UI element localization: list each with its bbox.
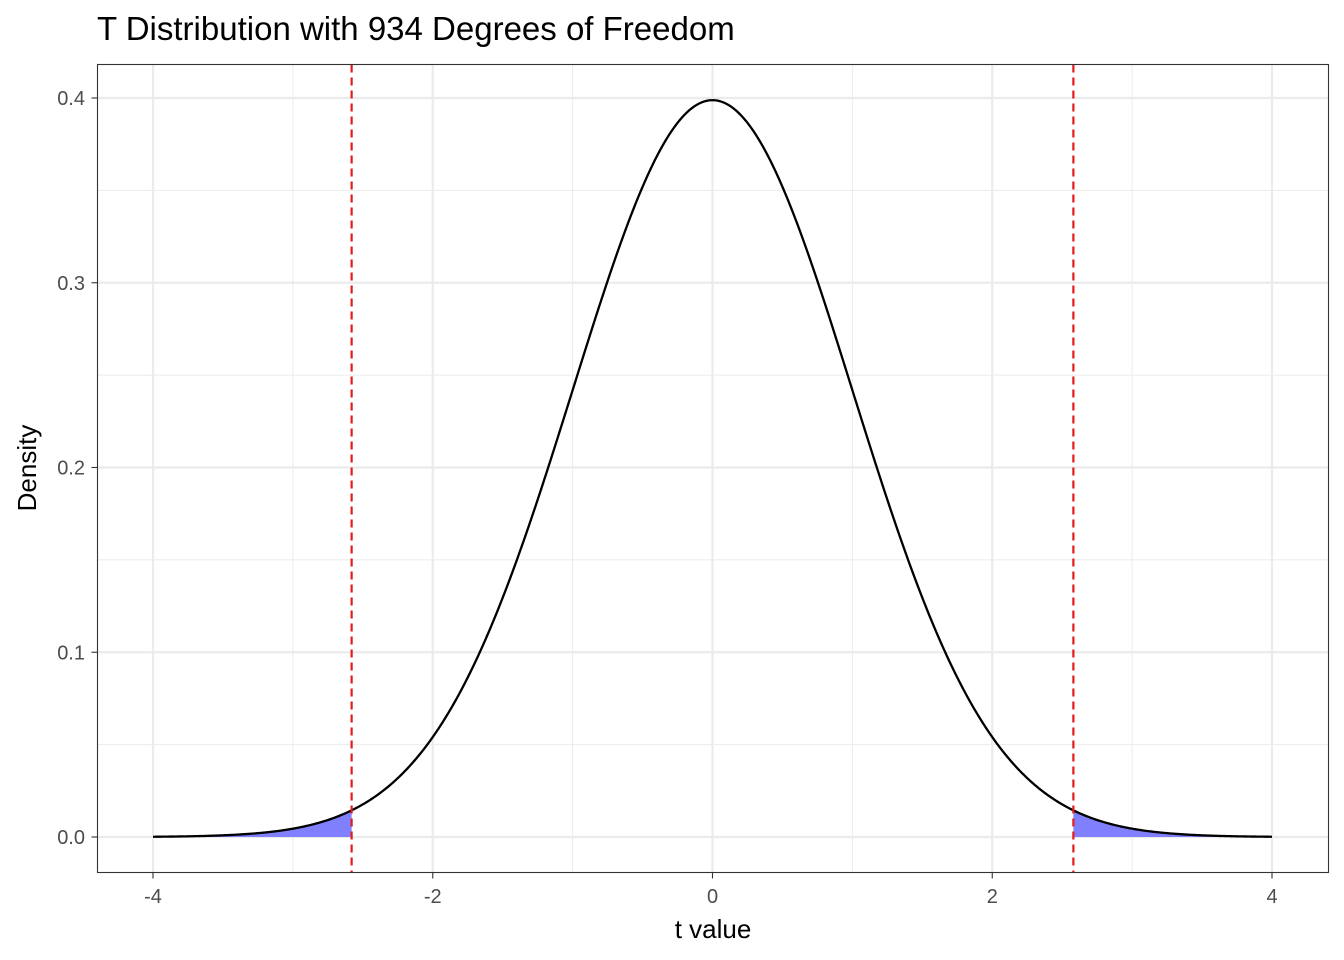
y-axis: 0.0 0.1 0.2 0.3 0.4 (57, 88, 98, 849)
x-axis: -4 -2 0 2 4 (144, 872, 1278, 908)
chart-title: T Distribution with 934 Degrees of Freed… (97, 10, 735, 47)
y-tick-label: 0.0 (57, 827, 85, 849)
x-tick-label: 2 (987, 886, 998, 908)
x-tick-label: 0 (707, 886, 718, 908)
density-curve (152, 98, 1273, 838)
left-tail-area (153, 810, 352, 837)
x-tick-label: -2 (424, 886, 442, 908)
tail-areas (153, 810, 1272, 837)
x-tick-label: -4 (144, 886, 162, 908)
y-tick-label: 0.1 (57, 642, 85, 664)
density-curve-layer (152, 98, 1273, 838)
y-tick-label: 0.4 (57, 88, 85, 110)
y-tick-label: 0.3 (57, 273, 85, 295)
critical-value-lines (350, 64, 1075, 873)
x-tick-label: 4 (1266, 886, 1277, 908)
y-axis-title: Density (12, 425, 42, 512)
y-tick-label: 0.2 (57, 458, 85, 480)
x-axis-title: t value (675, 914, 752, 944)
right-tail-area (1073, 810, 1272, 837)
